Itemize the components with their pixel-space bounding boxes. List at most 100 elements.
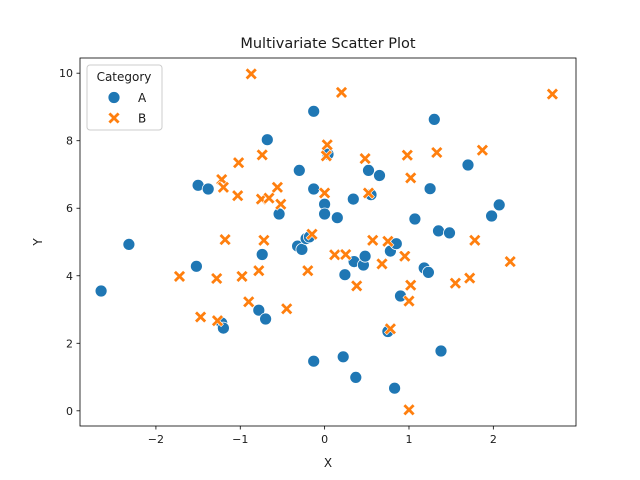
point-a-10 [260,133,274,147]
point-a-8 [255,248,269,261]
point-a-45 [434,344,448,358]
x-tick-label: −1 [232,433,248,446]
point-a-2 [189,259,203,273]
point-b-22 [318,186,332,200]
point-b-7 [231,189,245,203]
x-tick-label: −2 [148,433,164,446]
point-b-47 [545,87,559,101]
point-a-30 [358,249,372,263]
x-axis-label: X [324,456,332,470]
point-b-1 [194,310,208,324]
point-b-12 [252,264,266,278]
plot-frame [79,57,577,427]
point-b-40 [402,403,416,417]
point-b-20 [301,264,315,278]
legend: Category A B [86,64,163,131]
y-axis-ticks: 0 2 4 6 8 10 [59,67,80,418]
point-b-19 [280,302,294,316]
point-a-24 [336,350,350,364]
point-a-36 [388,381,402,395]
legend-marker-b [107,111,121,125]
point-a-49 [492,198,506,212]
point-a-23 [330,211,344,225]
y-tick-label: 8 [66,135,73,148]
point-a-11 [272,207,286,221]
point-b-17 [270,180,284,194]
point-b-30 [362,186,375,200]
point-b-36 [400,148,414,162]
point-b-34 [383,322,397,336]
point-a-47 [461,158,475,172]
point-a-31 [362,163,375,177]
y-tick-label: 4 [66,270,73,283]
legend-title: Category [97,70,152,84]
y-tick-label: 0 [66,405,73,418]
point-b-31 [366,233,380,247]
point-a-9 [259,312,273,326]
point-b-26 [335,85,348,99]
point-b-44 [468,233,482,247]
point-b-27 [339,248,353,261]
plot-area [80,58,576,426]
point-a-25 [338,268,352,282]
legend-label-a: A [138,91,147,105]
point-a-19 [307,354,321,368]
y-tick-label: 6 [66,202,73,215]
point-b-21 [305,227,319,241]
point-a-14 [295,242,309,256]
point-a-43 [427,113,441,126]
point-b-5 [216,180,230,194]
point-b-9 [235,269,249,283]
point-a-21 [318,207,332,221]
point-a-46 [443,226,456,240]
point-b-6 [218,233,232,247]
point-b-46 [503,255,517,269]
point-b-15 [257,233,271,247]
point-b-0 [173,269,186,283]
y-axis-label: Y [31,238,45,247]
point-a-1 [122,237,136,251]
point-b-23 [319,149,333,163]
point-b-32 [375,257,389,271]
x-tick-label: 0 [321,433,328,446]
point-b-41 [430,146,444,159]
point-b-11 [244,67,258,81]
point-a-7 [252,303,266,317]
point-b-45 [475,143,489,157]
x-axis-ticks: −2 −1 0 1 2 [148,426,497,446]
point-a-18 [307,104,321,118]
point-a-13 [292,163,306,177]
point-b-43 [463,271,477,285]
point-b-39 [404,171,418,185]
data-marks [94,67,559,417]
point-b-18 [274,197,288,211]
y-tick-label: 10 [59,67,73,80]
y-tick-label: 2 [66,337,73,350]
point-a-28 [349,370,363,384]
point-b-33 [381,234,395,248]
point-b-28 [350,279,364,293]
point-b-8 [232,156,246,170]
point-a-17 [307,182,321,196]
point-a-39 [408,212,422,226]
point-b-37 [402,294,416,308]
point-a-4 [201,182,215,196]
point-b-24 [320,138,334,152]
x-tick-label: 1 [405,433,412,446]
point-a-44 [432,224,445,238]
point-b-3 [211,314,224,328]
point-a-42 [423,182,437,196]
legend-label-b: B [138,112,146,126]
point-b-42 [448,276,462,290]
point-a-26 [346,192,360,206]
point-a-33 [373,169,386,182]
point-b-2 [210,272,224,285]
point-a-48 [485,209,499,223]
point-a-0 [94,284,108,298]
point-b-35 [398,249,412,263]
point-a-41 [421,265,435,279]
point-b-16 [262,191,276,205]
point-b-38 [404,278,418,292]
legend-marker-a [107,91,121,104]
